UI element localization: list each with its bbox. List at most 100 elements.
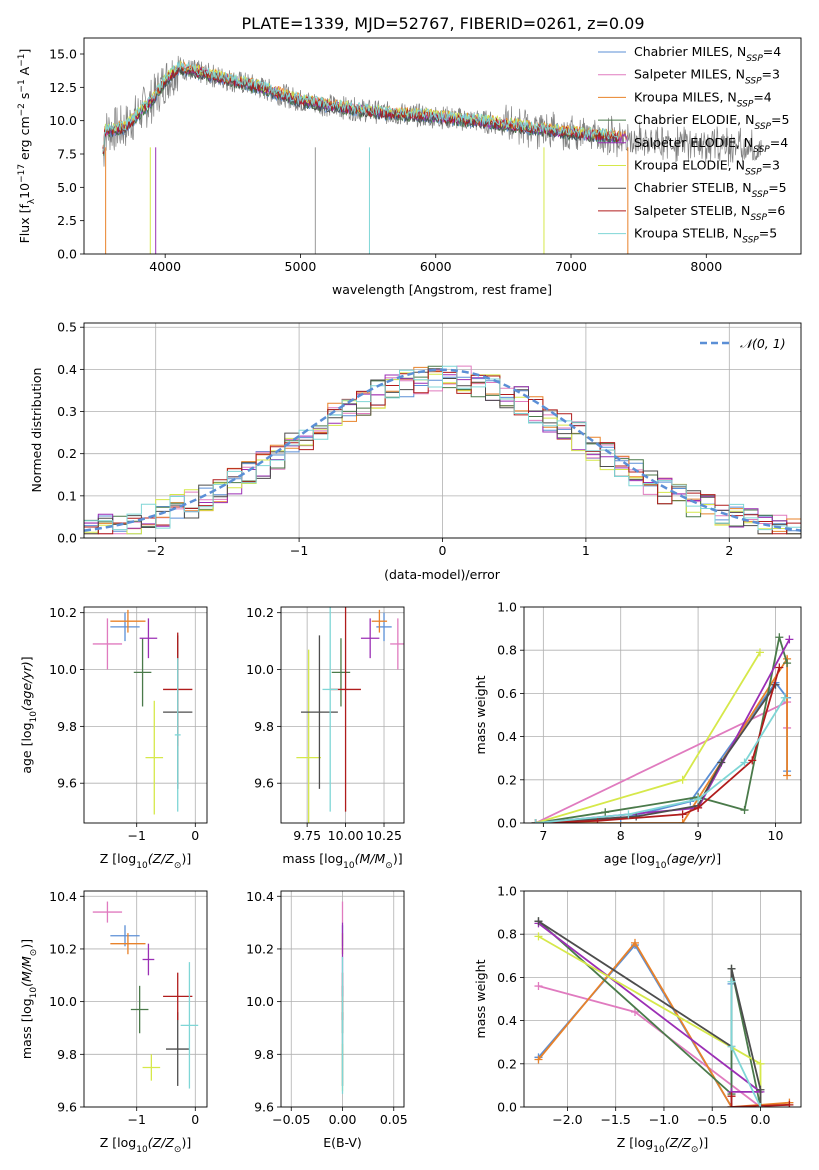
weight-marker bbox=[740, 758, 749, 767]
weight-marker bbox=[727, 1103, 736, 1107]
x-tick-label: 0 bbox=[191, 828, 199, 843]
x-tick-label: 5000 bbox=[285, 259, 317, 274]
weight-marker bbox=[756, 1085, 765, 1094]
weight-marker bbox=[630, 938, 639, 947]
x-tick-label: 0 bbox=[439, 543, 447, 558]
weight-marker bbox=[727, 977, 736, 986]
x-axis-label: (data-model)/error bbox=[384, 567, 501, 582]
y-tick-label: 0.5 bbox=[57, 320, 77, 335]
mass-vs-metallicity-panel: −1 0 9.6 9.8 10.0 10.2 10.4 Z [log10(Z/Z⊙)] mass… bbox=[19, 889, 208, 1155]
weight-marker bbox=[601, 808, 610, 817]
y-tick-label: 12.5 bbox=[49, 80, 77, 95]
y-tick-label: 10.0 bbox=[49, 662, 77, 677]
axes-frame bbox=[83, 37, 802, 255]
y-tick-label: 5.0 bbox=[57, 180, 77, 195]
x-axis-label: Z [log10(Z/Z⊙)] bbox=[100, 851, 191, 871]
x-axis-label: age [log10(age/yr)] bbox=[604, 851, 721, 871]
x-tick-label: 0.05 bbox=[380, 1112, 408, 1127]
weight-marker bbox=[593, 816, 602, 823]
plot-area bbox=[102, 55, 762, 254]
weight-marker bbox=[775, 663, 784, 672]
weight-marker bbox=[755, 648, 764, 657]
legend-entry: Chabrier MILES, NSSP=4 bbox=[634, 44, 781, 64]
axes-frame bbox=[83, 890, 208, 1108]
x-tick-label: −1 bbox=[290, 543, 308, 558]
spectrum-panel: 4000 5000 6000 7000 8000 0.0 2.5 5.0 7.5 10.0 12.5… bbox=[17, 37, 802, 297]
figure-title: PLATE=1339, MJD=52767, FIBERID=0261, z=0… bbox=[241, 14, 644, 33]
y-tick-label: 10.4 bbox=[246, 889, 274, 904]
y-tick-label: 0.8 bbox=[497, 927, 517, 942]
y-tick-label: 10.0 bbox=[49, 113, 77, 128]
y-tick-label: 10.2 bbox=[49, 941, 77, 956]
legend-entry: Kroupa ELODIE, NSSP=3 bbox=[634, 158, 780, 178]
y-tick-label: 10.0 bbox=[246, 662, 274, 677]
legend: Chabrier MILES, NSSP=4 Salpeter MILES, NS… bbox=[598, 44, 789, 246]
y-tick-label: 0.1 bbox=[57, 488, 77, 503]
y-tick-label: 7.5 bbox=[57, 147, 77, 162]
weight-line-7 bbox=[535, 667, 781, 823]
x-tick-label: −0.05 bbox=[272, 1112, 310, 1127]
y-axis-label: Normed distribution bbox=[29, 368, 44, 493]
y-tick-label: 0.0 bbox=[497, 816, 517, 831]
y-tick-label: 0.0 bbox=[57, 531, 77, 546]
y-tick-label: 9.6 bbox=[57, 776, 77, 791]
plot-area bbox=[534, 917, 794, 1107]
weight-line-0 bbox=[535, 681, 788, 823]
x-tick-label: 10.25 bbox=[366, 828, 402, 843]
y-tick-label: 0.0 bbox=[57, 247, 77, 262]
y-tick-label: 15.0 bbox=[49, 47, 77, 62]
model-spectrum-8 bbox=[102, 60, 619, 152]
axes-frame bbox=[280, 890, 405, 1108]
y-tick-label: 0.2 bbox=[497, 772, 517, 787]
x-tick-label: 10.00 bbox=[328, 828, 364, 843]
x-tick-label: −1.0 bbox=[649, 1112, 679, 1127]
y-tick-label: 9.6 bbox=[57, 1100, 77, 1115]
x-axis-label: mass [log10(M/M⊙)] bbox=[282, 851, 402, 871]
x-axis-label: E(B-V) bbox=[323, 1135, 362, 1150]
x-tick-label: 8 bbox=[617, 828, 625, 843]
model-spectrum-6 bbox=[102, 66, 619, 154]
x-axis-label: Z [log10(Z/Z⊙)] bbox=[617, 1135, 708, 1155]
weight-marker bbox=[630, 1007, 639, 1016]
y-tick-label: 0.4 bbox=[497, 729, 517, 744]
y-tick-label: 10.2 bbox=[246, 941, 274, 956]
weight-marker bbox=[678, 775, 687, 784]
legend-entry: Chabrier STELIB, NSSP=5 bbox=[634, 180, 787, 200]
weight-marker bbox=[632, 812, 641, 821]
weight-marker bbox=[756, 1103, 765, 1107]
weight-marker bbox=[740, 806, 749, 815]
residual-panel: −2 −1 0 1 2 0.0 0.1 0.2 0.3 0.4 0.5 𝒩(0, 1) (data-mo… bbox=[29, 320, 802, 582]
x-tick-label: 7 bbox=[539, 828, 547, 843]
y-tick-label: 1.0 bbox=[497, 884, 517, 899]
x-axis-label: Z [log10(Z/Z⊙)] bbox=[100, 1135, 191, 1155]
x-tick-label: −0.5 bbox=[697, 1112, 727, 1127]
weight-marker bbox=[534, 982, 543, 991]
x-tick-label: 7000 bbox=[555, 259, 587, 274]
weight-marker bbox=[727, 1092, 736, 1101]
age-vs-metallicity-panel: −1 0 9.6 9.8 10.0 10.2 Z [log10(Z/Z⊙)] age [log… bbox=[19, 605, 208, 871]
y-tick-label: 0.4 bbox=[497, 1013, 517, 1028]
plot-area bbox=[296, 607, 404, 823]
y-axis-label: Flux [fλ10−17 erg cm−2 s−1 A−1] bbox=[17, 49, 37, 244]
weight-vs-age-panel: 7 8 9 10 0.0 0.2 0.4 0.6 0.8 1.0 age [log10(age/yr… bbox=[473, 600, 802, 871]
y-axis-label: mass weight bbox=[473, 959, 488, 1038]
x-tick-label: 1 bbox=[582, 543, 590, 558]
axes-frame bbox=[83, 322, 802, 539]
weight-marker bbox=[694, 803, 703, 812]
y-tick-label: 9.8 bbox=[254, 719, 274, 734]
weight-marker bbox=[783, 771, 792, 780]
x-tick-label: 0.00 bbox=[329, 1112, 357, 1127]
weight-marker bbox=[678, 819, 687, 823]
y-tick-label: 9.6 bbox=[254, 776, 274, 791]
x-tick-label: 9 bbox=[694, 828, 702, 843]
x-tick-label: 10 bbox=[768, 828, 784, 843]
x-tick-label: 6000 bbox=[420, 259, 452, 274]
y-tick-label: 0.4 bbox=[57, 362, 77, 377]
plot-area bbox=[92, 609, 193, 815]
weight-line-1 bbox=[538, 985, 762, 1107]
legend-entry: Kroupa MILES, NSSP=4 bbox=[634, 89, 772, 109]
legend-entry: 𝒩(0, 1) bbox=[740, 336, 786, 351]
x-tick-label: −2 bbox=[146, 543, 164, 558]
axes-frame bbox=[523, 890, 802, 1108]
